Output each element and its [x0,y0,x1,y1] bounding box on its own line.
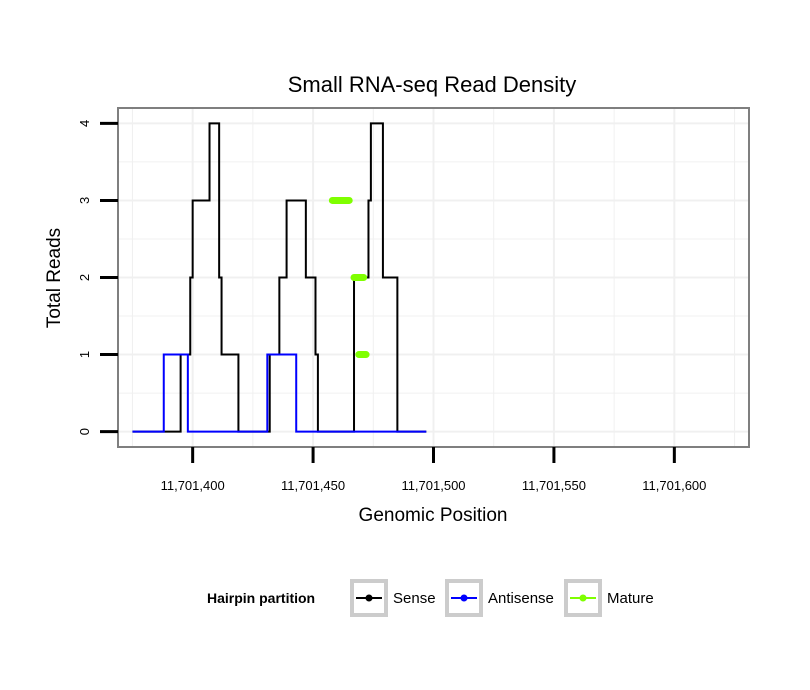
legend-title: Hairpin partition [207,590,315,606]
y-tick-label: 0 [77,428,92,435]
series-layer [132,122,427,433]
x-tick-label: 11,701,500 [401,478,465,493]
y-tick-label: 3 [77,197,92,204]
y-tick-label: 2 [77,274,92,281]
sense-legend-dot [365,594,373,602]
x-tick-label: 11,701,400 [161,478,225,493]
mature-legend-dot [579,594,587,602]
x-axis: 11,701,400 11,701,450 11,701,500 11,701,550… [161,447,706,493]
sense-legend-label: Sense [393,590,436,607]
legend: Hairpin partition Sense Antisense Mature [207,579,654,617]
y-tick-label: 1 [77,351,92,358]
x-tick-label: 11,701,550 [522,478,586,493]
mature-legend-label: Mature [607,590,654,607]
antisense-legend-label: Antisense [488,590,554,607]
x-tick-label: 11,701,600 [642,478,706,493]
y-tick-label: 4 [77,120,92,127]
grid-lines [118,108,749,447]
chart-title: Small RNA-seq Read Density [288,72,577,97]
y-axis: 0 1 2 3 4 [77,120,118,435]
antisense-legend-dot [460,594,468,602]
sense-series-line [132,122,427,433]
y-axis-label: Total Reads [44,228,65,328]
antisense-series-line [132,353,427,433]
x-tick-label: 11,701,450 [281,478,345,493]
x-axis-label: Genomic Position [359,505,508,526]
